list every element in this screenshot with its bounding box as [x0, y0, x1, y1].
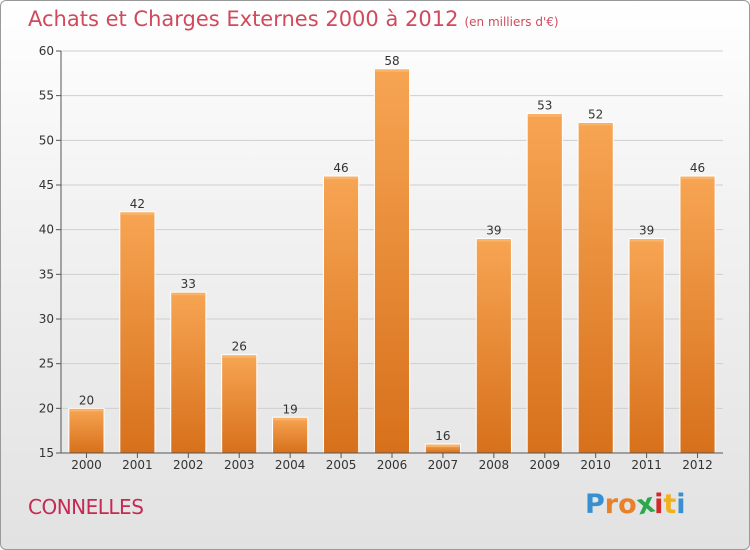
chart-title: Achats et Charges Externes 2000 à 2012 (e…	[28, 7, 559, 31]
logo-letter: i	[676, 489, 686, 520]
bar-highlight	[579, 123, 613, 126]
logo-letter: t	[663, 489, 677, 520]
bar-2010	[577, 121, 614, 454]
y-tick-label: 30	[39, 312, 54, 326]
bar-2004	[272, 416, 309, 454]
bar-highlight	[680, 177, 715, 180]
bar-2012	[679, 175, 716, 454]
bar-2002	[170, 291, 207, 454]
bar-highlight	[426, 445, 460, 448]
bar-2001	[119, 211, 156, 454]
value-label-2009: 53	[537, 99, 552, 113]
value-label-2012: 46	[690, 161, 705, 175]
logo-letter: P	[585, 489, 605, 520]
y-tick-label: 35	[39, 267, 54, 281]
bar-highlight	[630, 239, 664, 242]
bar-2011	[628, 238, 665, 454]
value-label-2005: 46	[333, 161, 348, 175]
y-tick-label: 15	[39, 446, 54, 460]
bar-highlight	[171, 293, 205, 296]
x-tick-label-2009: 2009	[529, 458, 560, 472]
bar-2005	[323, 175, 360, 454]
bar-highlight	[69, 409, 104, 412]
bar-2008	[475, 238, 512, 454]
logo-letter: o	[618, 489, 637, 520]
y-tick-label: 20	[39, 401, 54, 415]
value-label-2006: 58	[384, 54, 399, 68]
chart-subtitle: (en milliers d'€)	[464, 15, 559, 29]
x-tick-label-2000: 2000	[71, 458, 102, 472]
bar-highlight	[222, 355, 256, 358]
x-tick-label-2001: 2001	[122, 458, 153, 472]
bar-highlight	[273, 418, 307, 421]
x-tick-label-2010: 2010	[580, 458, 611, 472]
axes: 15 20 25 30 35 40 45 50 55 60 2000 2001 2002 2003 2004…	[39, 44, 723, 472]
bar-highlight	[477, 239, 511, 242]
y-tick-label: 60	[39, 44, 54, 58]
x-tick-label-2007: 2007	[428, 458, 459, 472]
bar-highlight	[120, 212, 154, 215]
value-label-2007: 16	[435, 429, 450, 443]
proxiti-logo: Proxiti	[585, 488, 686, 522]
y-tick-label: 45	[39, 178, 54, 192]
y-tick-label: 25	[39, 357, 54, 371]
x-tick-label-2008: 2008	[479, 458, 510, 472]
value-label-2004: 19	[283, 402, 298, 416]
value-label-2010: 52	[588, 107, 603, 121]
bar-highlight	[324, 177, 358, 180]
value-label-2008: 39	[486, 224, 501, 238]
y-tick-label: 50	[39, 133, 54, 147]
x-tick-label-2005: 2005	[326, 458, 357, 472]
value-label-2000: 20	[79, 393, 94, 407]
value-label-2003: 26	[232, 340, 247, 354]
x-tick-label-2006: 2006	[377, 458, 408, 472]
value-label-2002: 33	[181, 277, 196, 291]
logo-letter: r	[604, 489, 619, 520]
value-label-2001: 42	[130, 197, 145, 211]
x-tick-label-2002: 2002	[173, 458, 204, 472]
x-tick-label-2004: 2004	[275, 458, 306, 472]
bar-2000	[68, 407, 105, 454]
bar-highlight	[528, 114, 562, 117]
y-tick-label: 55	[39, 89, 54, 103]
x-tick-label-2003: 2003	[224, 458, 255, 472]
bar-2006	[373, 68, 411, 454]
y-tick-label: 40	[39, 223, 54, 237]
chart-title-text: Achats et Charges Externes 2000 à 2012	[28, 7, 459, 31]
commune-name: CONNELLES	[28, 495, 144, 519]
x-tick-label-2012: 2012	[682, 458, 713, 472]
logo-letter: i	[654, 489, 664, 520]
bars: 20 42 33 26 19 46 58 16 39 53 52 39 46	[68, 54, 716, 454]
x-tick-label-2011: 2011	[631, 458, 662, 472]
bar-2003	[221, 354, 258, 454]
bar-highlight	[375, 69, 409, 72]
bar-2009	[526, 113, 563, 454]
value-label-2011: 39	[639, 224, 654, 238]
